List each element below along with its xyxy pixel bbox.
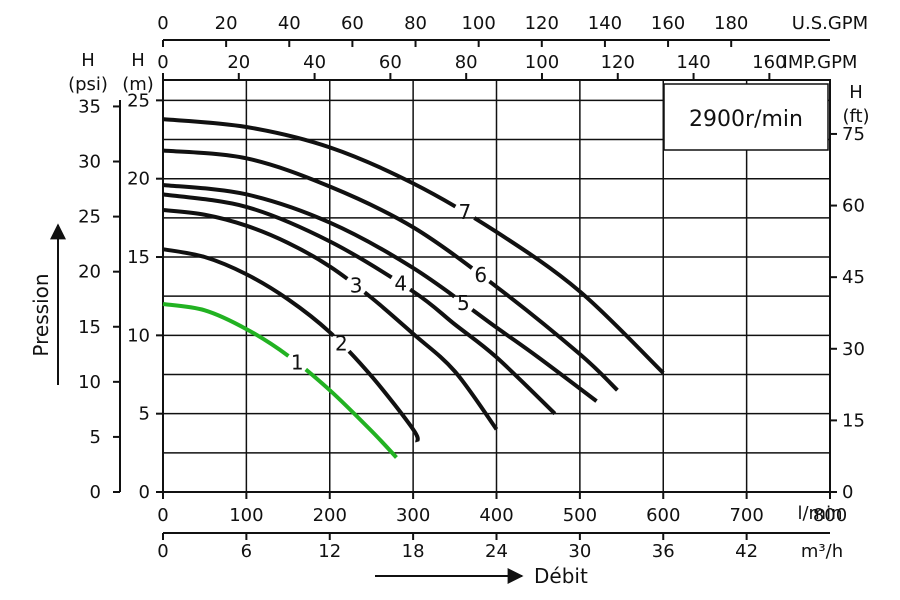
m3h-axis: 0 6 12 18 24 30 36 42: [157, 533, 758, 562]
ft-axis-title-unit: (ft): [842, 106, 869, 127]
impgpm-unit: IMP.GPM: [783, 52, 858, 73]
usgpm-tick-label: 140: [588, 13, 622, 34]
usgpm-tick-label: 80: [404, 13, 427, 34]
psi-axis-title-unit: (psi): [68, 74, 108, 95]
m-axis-title-unit: (m): [122, 74, 154, 95]
m3h-unit: m³/h: [801, 541, 843, 562]
m3h-tick-label: 30: [568, 541, 591, 562]
curve-label-4: 4: [394, 271, 407, 295]
usgpm-tick-label: 40: [278, 13, 301, 34]
flow-label: Débit: [534, 564, 588, 588]
curve-2: [162, 247, 420, 443]
m-axis-title-h: H: [131, 50, 145, 71]
psi-tick-label: 10: [78, 372, 101, 393]
ft-tick-label: 75: [842, 124, 865, 145]
m3h-tick-label: 42: [735, 541, 758, 562]
usgpm-tick-label: 60: [341, 13, 364, 34]
psi-axis-title-h: H: [81, 50, 95, 71]
psi-tick-label: 20: [78, 262, 101, 283]
impgpm-tick-label: 60: [379, 52, 402, 73]
impgpm-tick-label: 0: [157, 52, 168, 73]
usgpm-unit: U.S.GPM: [792, 13, 868, 34]
psi-tick-label: 25: [78, 207, 101, 228]
impgpm-tick-label: 40: [303, 52, 326, 73]
curve-labels: 1 2 3 4 56 7: [291, 200, 487, 374]
impgpm-tick-label: 120: [601, 52, 635, 73]
m-axis: 0 5 10 15 20 25: [127, 90, 163, 503]
impgpm-tick-label: 140: [676, 52, 710, 73]
curve-1: [162, 302, 398, 459]
impgpm-tick-label: 20: [227, 52, 250, 73]
usgpm-tick-label: 160: [651, 13, 685, 34]
ft-tick-label: 30: [842, 339, 865, 360]
psi-tick-label: 15: [78, 317, 101, 338]
psi-tick-label: 5: [90, 427, 101, 448]
impgpm-tick-label: 160: [752, 52, 786, 73]
m-tick-label: 5: [139, 404, 150, 425]
curve-label-5: 5: [457, 291, 470, 315]
m3h-tick-label: 36: [652, 541, 675, 562]
ft-tick-label: 45: [842, 267, 865, 288]
impgpm-tick-label: 80: [455, 52, 478, 73]
m3h-tick-label: 0: [157, 541, 168, 562]
curve-label-7: 7: [459, 200, 472, 224]
lmin-tick-label: 200: [313, 505, 347, 526]
m3h-tick-label: 12: [318, 541, 341, 562]
lmin-tick-label: 0: [157, 505, 168, 526]
impgpm-axis: 0 20 40 60 80 100 120 140 160: [157, 52, 787, 80]
lmin-unit: l/min: [797, 503, 842, 524]
psi-tick-label: 35: [78, 96, 101, 117]
ft-tick-label: 0: [842, 482, 853, 503]
psi-axis: 0 5 10 15 20 25 30 35: [78, 96, 120, 503]
usgpm-axis: 0 20 40 60 80 100 120 140 160 180: [157, 13, 748, 47]
curve-label-2: 2: [335, 331, 348, 355]
usgpm-tick-label: 180: [714, 13, 748, 34]
curve-6: [162, 148, 619, 392]
lmin-axis: 0 100 200 300 400 500 600 700 800: [157, 492, 847, 526]
psi-tick-label: 0: [90, 482, 101, 503]
usgpm-tick-label: 120: [525, 13, 559, 34]
m3h-tick-label: 6: [241, 541, 252, 562]
lmin-tick-label: 500: [563, 505, 597, 526]
m-tick-label: 10: [127, 325, 150, 346]
lmin-tick-label: 800: [813, 505, 847, 526]
curve-label-6: 6: [474, 263, 487, 287]
m-tick-label: 25: [127, 90, 150, 111]
m-tick-label: 0: [139, 482, 150, 503]
ft-tick-label: 60: [842, 196, 865, 217]
speed-label: 2900r/min: [689, 107, 803, 132]
curve-label-3: 3: [350, 274, 363, 298]
curves: [162, 117, 665, 459]
m3h-tick-label: 18: [402, 541, 425, 562]
usgpm-tick-label: 20: [215, 13, 238, 34]
lmin-tick-label: 600: [646, 505, 680, 526]
lmin-tick-label: 700: [729, 505, 763, 526]
m-tick-label: 20: [127, 169, 150, 190]
psi-tick-label: 30: [78, 152, 101, 173]
impgpm-tick-label: 100: [525, 52, 559, 73]
m3h-tick-label: 24: [485, 541, 508, 562]
curve-7: [162, 117, 665, 375]
usgpm-tick-label: 0: [157, 13, 168, 34]
curve-5: [162, 182, 598, 403]
pressure-label: Pression: [29, 273, 53, 356]
ft-axis-title-h: H: [849, 82, 863, 103]
lmin-tick-label: 100: [229, 505, 263, 526]
curve-3: [162, 208, 499, 431]
lmin-tick-label: 400: [479, 505, 513, 526]
curve-label-1: 1: [291, 351, 304, 375]
usgpm-tick-label: 100: [461, 13, 495, 34]
ft-axis: 0 15 30 45 60 75: [830, 124, 865, 503]
m-tick-label: 15: [127, 247, 150, 268]
speed-label-box: [663, 83, 829, 151]
curve-4: [162, 192, 557, 416]
ft-tick-label: 15: [842, 410, 865, 431]
lmin-tick-label: 300: [396, 505, 430, 526]
